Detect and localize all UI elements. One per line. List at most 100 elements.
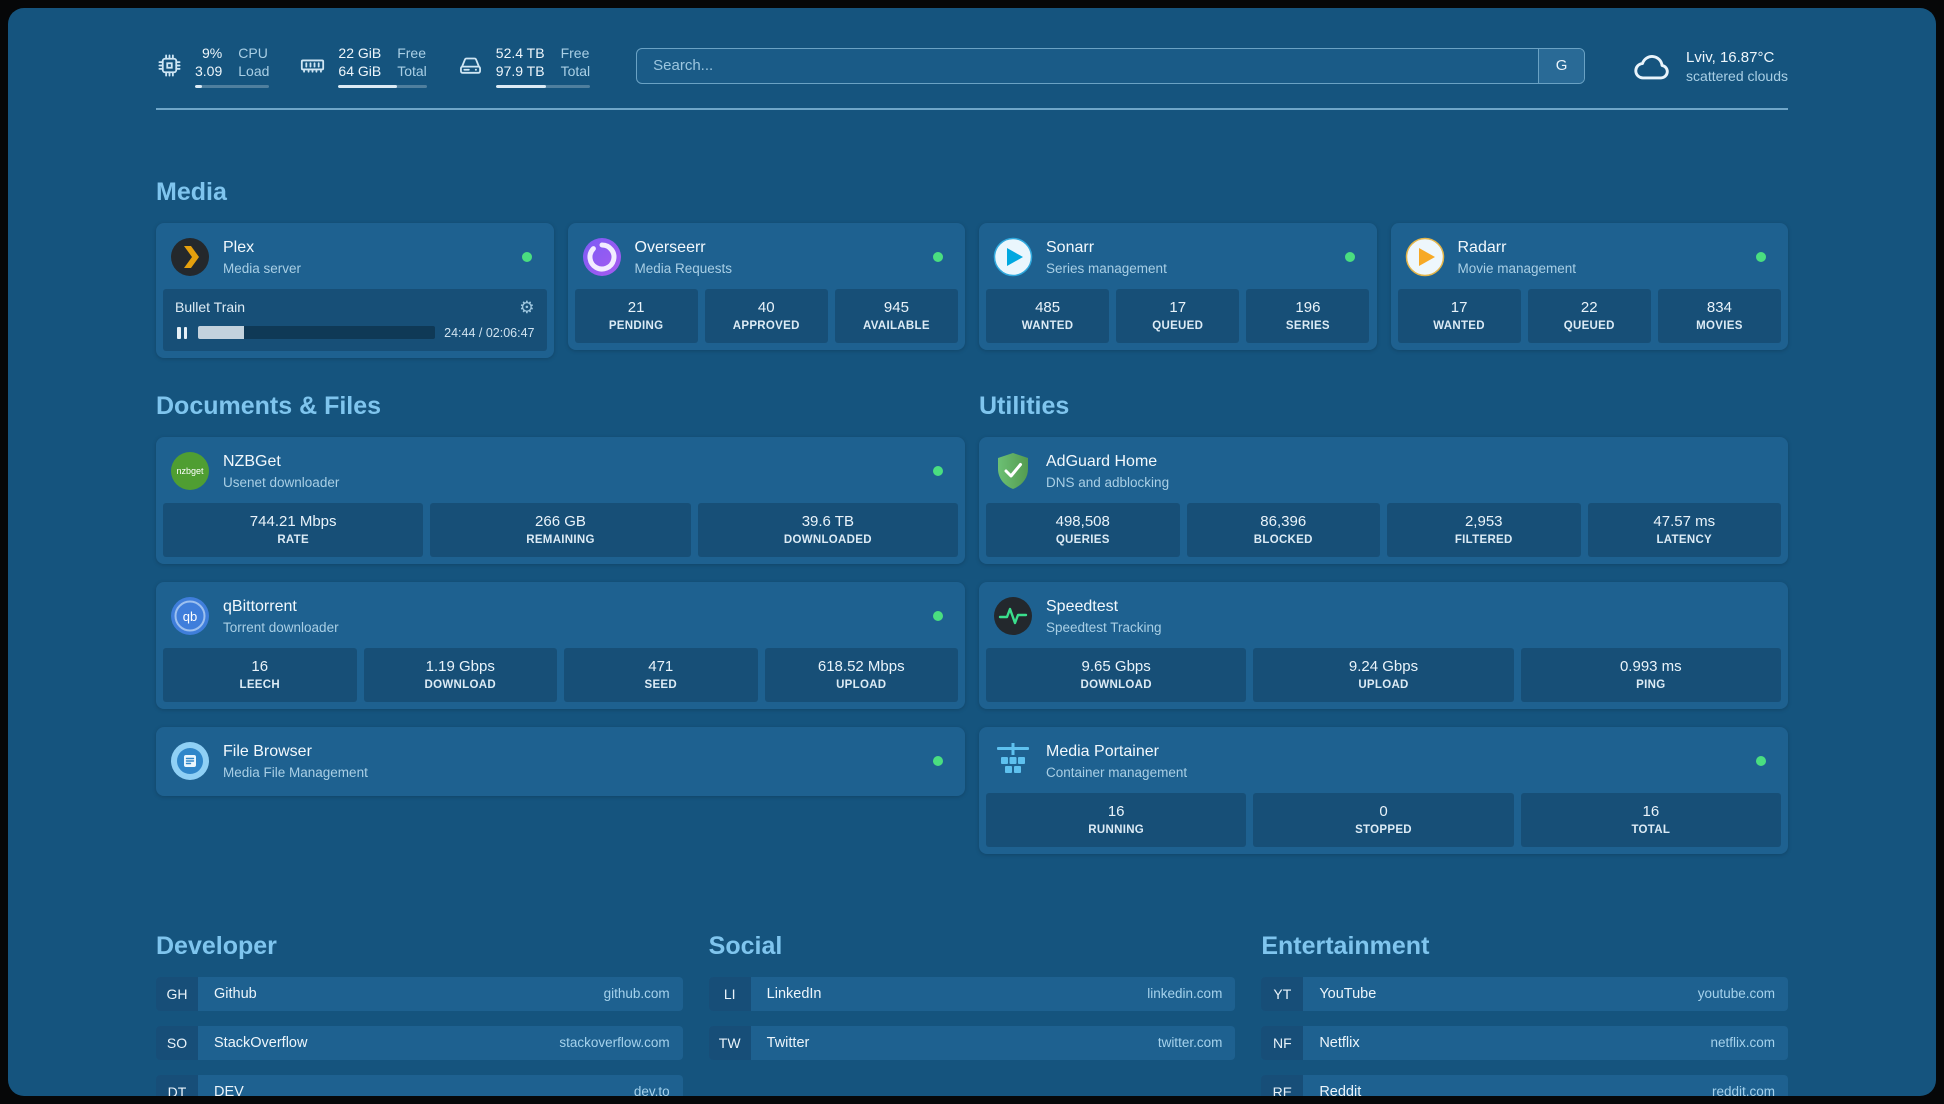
cpu-icon xyxy=(156,52,183,79)
stat-seed: 471 SEED xyxy=(564,647,758,702)
bookmark-url: stackoverflow.com xyxy=(559,1035,670,1051)
speedtest-icon xyxy=(993,596,1033,636)
cloud-icon xyxy=(1631,49,1673,83)
service-card-radarr[interactable]: Radarr Movie management 17 WANTED 22 QUE… xyxy=(1390,222,1788,350)
stat-leech: 16 LEECH xyxy=(163,647,357,702)
service-name: File Browser xyxy=(223,743,312,761)
bookmark-name: Twitter xyxy=(766,1034,810,1051)
service-subtitle: Movie management xyxy=(1457,260,1577,276)
bookmark-url: twitter.com xyxy=(1157,1035,1223,1051)
stat-filtered: 2,953 FILTERED xyxy=(1387,502,1581,557)
cpu-widget: 9% 3.09 CPU Load xyxy=(156,44,270,88)
bookmark-github[interactable]: GH Github github.com xyxy=(156,976,683,1011)
status-dot xyxy=(933,251,943,262)
service-subtitle: Media File Management xyxy=(223,764,368,780)
topbar: 9% 3.09 CPU Load xyxy=(156,8,1788,88)
cpu-load-value: 3.09 xyxy=(195,63,223,80)
bookmark-abbr: SO xyxy=(156,1025,198,1060)
bookmark-dev[interactable]: DT DEV dev.to xyxy=(156,1074,683,1096)
utilities-section-title: Utilities xyxy=(979,391,1070,420)
bookmark-twitter[interactable]: TW Twitter twitter.com xyxy=(708,1025,1236,1060)
memory-total-value: 64 GiB xyxy=(338,63,382,80)
service-name: NZBGet xyxy=(223,453,281,471)
service-card-speedtest[interactable]: Speedtest Speedtest Tracking 9.65 Gbps D… xyxy=(979,581,1788,709)
bookmark-url: netflix.com xyxy=(1710,1035,1775,1051)
media-section-title: Media xyxy=(156,177,227,206)
entertainment-section-title: Entertainment xyxy=(1261,931,1430,960)
section-media: Media Plex Media server xyxy=(156,178,1788,358)
bookmark-group-entertainment: Entertainment YT YouTube youtube.com NF … xyxy=(1261,932,1788,1096)
bookmark-group-developer: Developer GH Github github.com SO StackO… xyxy=(156,932,683,1096)
bookmark-youtube[interactable]: YT YouTube youtube.com xyxy=(1261,976,1788,1011)
service-card-portainer[interactable]: Media Portainer Container management 16 … xyxy=(979,726,1788,854)
bookmark-abbr: YT xyxy=(1261,976,1304,1011)
service-subtitle: Usenet downloader xyxy=(223,474,340,490)
bookmark-group-social: Social LI LinkedIn linkedin.com TW Twitt… xyxy=(708,931,1236,1075)
search-provider-button[interactable]: G xyxy=(1538,48,1585,83)
sonarr-icon xyxy=(993,237,1033,277)
dashboard-content: 9% 3.09 CPU Load xyxy=(156,8,1788,1096)
pause-button[interactable] xyxy=(175,326,189,340)
service-subtitle: Media Requests xyxy=(634,260,733,276)
filebrowser-icon xyxy=(170,741,210,781)
search-input[interactable] xyxy=(637,48,1539,83)
memory-total-label: Total xyxy=(397,63,427,80)
service-card-qbittorrent[interactable]: qb qBittorrent Torrent downloader 16 LEE… xyxy=(156,581,965,709)
service-subtitle: Container management xyxy=(1046,764,1188,780)
svg-text:qb: qb xyxy=(183,609,197,624)
section-documents: Documents & Files nzbget NZBGet Usenet d… xyxy=(156,392,965,814)
service-card-overseerr[interactable]: Overseerr Media Requests 21 PENDING 40 A… xyxy=(567,222,965,350)
social-section-title: Social xyxy=(708,931,783,960)
stat-queued: 17 QUEUED xyxy=(1116,288,1240,343)
service-card-sonarr[interactable]: Sonarr Series management 485 WANTED 17 Q… xyxy=(979,222,1377,350)
service-subtitle: DNS and adblocking xyxy=(1046,474,1170,490)
search-bar: G xyxy=(636,47,1586,84)
stat-queued: 22 QUEUED xyxy=(1527,288,1651,343)
bookmark-name: StackOverflow xyxy=(214,1034,308,1051)
service-subtitle: Series management xyxy=(1046,260,1167,276)
bookmark-name: Reddit xyxy=(1319,1083,1362,1096)
service-card-adguard[interactable]: AdGuard Home DNS and adblocking 498,508 … xyxy=(979,436,1788,564)
qbittorrent-icon: qb xyxy=(170,596,210,636)
service-card-filebrowser[interactable]: File Browser Media File Management xyxy=(156,726,965,796)
service-card-nzbget[interactable]: nzbget NZBGet Usenet downloader 744.21 M… xyxy=(156,436,965,564)
stat-total: 16 TOTAL xyxy=(1520,792,1781,847)
dashboard-page: 9% 3.09 CPU Load xyxy=(8,8,1936,1096)
service-subtitle: Torrent downloader xyxy=(223,619,339,635)
bookmark-reddit[interactable]: RE Reddit reddit.com xyxy=(1261,1074,1788,1096)
portainer-icon xyxy=(993,741,1033,781)
stat-remaining: 266 GB REMAINING xyxy=(430,502,691,557)
service-name: Overseerr xyxy=(634,239,706,257)
disk-free-label: Free xyxy=(560,45,590,61)
bookmark-linkedin[interactable]: LI LinkedIn linkedin.com xyxy=(708,976,1236,1011)
service-card-plex[interactable]: Plex Media server Bullet Train ⚙ xyxy=(156,222,554,358)
cpu-progress-bar xyxy=(195,84,270,88)
status-dot xyxy=(1756,251,1766,262)
playback-time: 24:44 / 02:06:47 xyxy=(444,325,535,340)
bookmark-stackoverflow[interactable]: SO StackOverflow stackoverflow.com xyxy=(156,1025,683,1060)
bookmark-url: youtube.com xyxy=(1697,986,1775,1002)
bookmark-name: LinkedIn xyxy=(766,985,822,1002)
bookmark-netflix[interactable]: NF Netflix netflix.com xyxy=(1261,1025,1788,1060)
gear-icon[interactable]: ⚙ xyxy=(519,297,535,317)
status-dot xyxy=(933,610,943,621)
disk-progress-bar xyxy=(495,84,591,88)
playback-progress-bar[interactable] xyxy=(198,326,436,340)
service-subtitle: Speedtest Tracking xyxy=(1046,619,1162,635)
bookmark-abbr: DT xyxy=(156,1074,198,1096)
bookmark-abbr: TW xyxy=(708,1025,751,1060)
bookmark-url: linkedin.com xyxy=(1147,986,1223,1002)
memory-widget: 22 GiB 64 GiB Free Total xyxy=(299,44,427,88)
weather-widget: Lviv, 16.87°C scattered clouds xyxy=(1631,48,1788,84)
disk-icon xyxy=(457,52,484,79)
system-stats: 9% 3.09 CPU Load xyxy=(156,44,591,88)
stat-wanted: 485 WANTED xyxy=(986,288,1110,343)
bookmark-abbr: NF xyxy=(1261,1025,1304,1060)
weather-condition: scattered clouds xyxy=(1686,68,1788,85)
stat-latency: 47.57 ms LATENCY xyxy=(1587,502,1781,557)
stat-wanted: 17 WANTED xyxy=(1397,288,1521,343)
cpu-usage-label: CPU xyxy=(238,45,268,61)
cpu-load-label: Load xyxy=(238,63,270,80)
stat-approved: 40 APPROVED xyxy=(704,288,828,343)
stat-blocked: 86,396 BLOCKED xyxy=(1186,502,1380,557)
